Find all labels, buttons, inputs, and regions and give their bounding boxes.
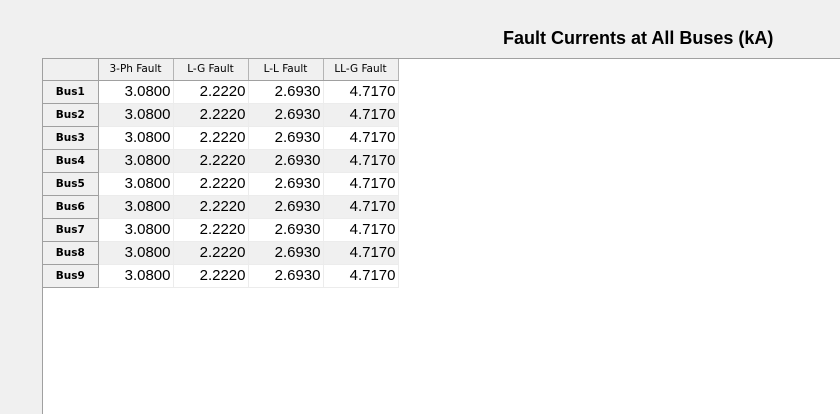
table-corner[interactable] xyxy=(43,59,99,81)
table-row: Bus3 3.0800 2.2220 2.6930 4.7170 xyxy=(43,126,399,150)
table-cell[interactable]: 2.2220 xyxy=(173,172,249,196)
table-cell[interactable]: 2.6930 xyxy=(248,80,324,104)
table-cell[interactable]: 2.6930 xyxy=(248,172,324,196)
table-row: Bus8 3.0800 2.2220 2.6930 4.7170 xyxy=(43,241,399,265)
table-cell[interactable]: 2.2220 xyxy=(173,218,249,242)
page-title: Fault Currents at All Buses (kA) xyxy=(503,28,774,48)
table-cell[interactable]: 2.2220 xyxy=(173,126,249,150)
row-header-bus7[interactable]: Bus7 xyxy=(43,218,99,242)
column-header-lg-fault[interactable]: L-G Fault xyxy=(173,59,249,81)
column-header-3ph-fault[interactable]: 3-Ph Fault xyxy=(98,59,174,81)
table-row: Bus7 3.0800 2.2220 2.6930 4.7170 xyxy=(43,218,399,242)
table-row: Bus2 3.0800 2.2220 2.6930 4.7170 xyxy=(43,103,399,127)
fault-current-table: 3-Ph Fault L-G Fault L-L Fault LL-G Faul… xyxy=(43,59,399,288)
table-cell[interactable]: 4.7170 xyxy=(323,241,399,265)
table-cell[interactable]: 2.2220 xyxy=(173,241,249,265)
table-cell[interactable]: 4.7170 xyxy=(323,103,399,127)
column-header-ll-fault[interactable]: L-L Fault xyxy=(248,59,324,81)
table-row: Bus4 3.0800 2.2220 2.6930 4.7170 xyxy=(43,149,399,173)
table-cell[interactable]: 3.0800 xyxy=(98,80,174,104)
table-row: Bus6 3.0800 2.2220 2.6930 4.7170 xyxy=(43,195,399,219)
table-cell[interactable]: 4.7170 xyxy=(323,149,399,173)
table-cell[interactable]: 3.0800 xyxy=(98,103,174,127)
table-cell[interactable]: 2.2220 xyxy=(173,195,249,219)
table-cell[interactable]: 2.6930 xyxy=(248,241,324,265)
table-cell[interactable]: 2.6930 xyxy=(248,218,324,242)
row-header-bus4[interactable]: Bus4 xyxy=(43,149,99,173)
table-cell[interactable]: 2.6930 xyxy=(248,126,324,150)
table-cell[interactable]: 2.6930 xyxy=(248,103,324,127)
row-header-bus5[interactable]: Bus5 xyxy=(43,172,99,196)
table-cell[interactable]: 3.0800 xyxy=(98,241,174,265)
table-row: Bus9 3.0800 2.2220 2.6930 4.7170 xyxy=(43,264,399,288)
table-cell[interactable]: 2.2220 xyxy=(173,103,249,127)
table-cell[interactable]: 3.0800 xyxy=(98,264,174,288)
table-cell[interactable]: 4.7170 xyxy=(323,218,399,242)
table-cell[interactable]: 2.2220 xyxy=(173,264,249,288)
fault-current-table-area[interactable]: 3-Ph Fault L-G Fault L-L Fault LL-G Faul… xyxy=(42,58,840,414)
row-header-bus3[interactable]: Bus3 xyxy=(43,126,99,150)
row-header-bus2[interactable]: Bus2 xyxy=(43,103,99,127)
table-cell[interactable]: 4.7170 xyxy=(323,195,399,219)
table-cell[interactable]: 3.0800 xyxy=(98,149,174,173)
table-cell[interactable]: 2.2220 xyxy=(173,80,249,104)
table-cell[interactable]: 3.0800 xyxy=(98,172,174,196)
table-cell[interactable]: 2.6930 xyxy=(248,195,324,219)
table-cell[interactable]: 4.7170 xyxy=(323,126,399,150)
table-cell[interactable]: 4.7170 xyxy=(323,172,399,196)
table-row: Bus5 3.0800 2.2220 2.6930 4.7170 xyxy=(43,172,399,196)
table-cell[interactable]: 3.0800 xyxy=(98,126,174,150)
table-header-row: 3-Ph Fault L-G Fault L-L Fault LL-G Faul… xyxy=(43,59,399,81)
table-cell[interactable]: 3.0800 xyxy=(98,218,174,242)
table-cell[interactable]: 4.7170 xyxy=(323,264,399,288)
column-header-llg-fault[interactable]: LL-G Fault xyxy=(323,59,399,81)
table-cell[interactable]: 2.6930 xyxy=(248,264,324,288)
table-row: Bus1 3.0800 2.2220 2.6930 4.7170 xyxy=(43,80,399,104)
table-cell[interactable]: 4.7170 xyxy=(323,80,399,104)
table-cell[interactable]: 2.6930 xyxy=(248,149,324,173)
row-header-bus6[interactable]: Bus6 xyxy=(43,195,99,219)
row-header-bus9[interactable]: Bus9 xyxy=(43,264,99,288)
table-cell[interactable]: 3.0800 xyxy=(98,195,174,219)
row-header-bus1[interactable]: Bus1 xyxy=(43,80,99,104)
row-header-bus8[interactable]: Bus8 xyxy=(43,241,99,265)
table-cell[interactable]: 2.2220 xyxy=(173,149,249,173)
